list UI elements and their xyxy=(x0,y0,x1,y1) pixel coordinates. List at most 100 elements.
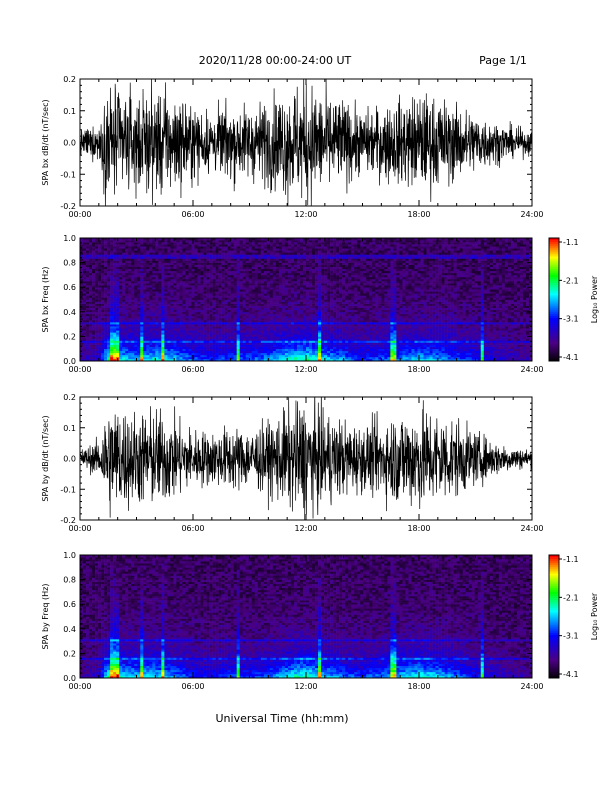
spectrogram-cell xyxy=(240,347,243,349)
spectrogram-cell xyxy=(222,308,225,310)
spectrogram-cell xyxy=(255,248,258,250)
spectrogram-cell xyxy=(255,347,258,349)
spectrogram-cell xyxy=(216,318,219,320)
spectrogram-cell xyxy=(101,283,104,285)
spectrogram-cell xyxy=(195,328,198,330)
spectrogram-cell xyxy=(315,293,318,295)
spectrogram-cell xyxy=(92,240,95,242)
spectrogram-cell xyxy=(204,267,207,269)
spectrogram-cell xyxy=(261,345,264,347)
spectrogram-cell xyxy=(152,248,155,250)
spectrogram-cell xyxy=(201,328,204,330)
spectrogram-cell xyxy=(207,283,210,285)
spectrogram-cell xyxy=(321,345,324,347)
spectrogram-cell xyxy=(176,242,179,244)
spectrogram-cell xyxy=(170,289,173,291)
spectrogram-cell xyxy=(231,314,234,316)
spectrogram-cell xyxy=(125,302,128,304)
spectrogram-cell xyxy=(309,240,312,242)
spectrogram-cell xyxy=(122,336,125,338)
spectrogram-cell xyxy=(231,254,234,256)
spectrogram-cell xyxy=(101,287,104,289)
spectrogram-cell xyxy=(207,308,210,310)
spectrogram-cell xyxy=(128,263,131,265)
spectrogram-cell xyxy=(243,261,246,263)
spectrogram-cell xyxy=(176,244,179,246)
spectrogram-cell xyxy=(228,252,231,254)
spectrogram-cell xyxy=(188,308,191,310)
spectrogram-cell xyxy=(149,273,152,275)
spectrogram-cell xyxy=(279,351,282,353)
spectrogram-cell xyxy=(255,304,258,306)
spectrogram-cell xyxy=(152,349,155,351)
spectrogram-cell xyxy=(89,285,92,287)
spectrogram-cell xyxy=(195,357,198,359)
spectrogram-cell xyxy=(288,295,291,297)
spectrogram-cell xyxy=(216,259,219,261)
spectrogram-cell xyxy=(176,269,179,271)
spectrogram-cell xyxy=(249,300,252,302)
spectrogram-cell xyxy=(261,269,264,271)
spectrogram-cell xyxy=(173,341,176,343)
spectrogram-cell xyxy=(140,334,143,336)
spectrogram-cell xyxy=(303,330,306,332)
spectrogram-cell xyxy=(152,250,155,252)
spectrogram-cell xyxy=(83,267,86,269)
spectrogram-cell xyxy=(119,343,122,345)
spectrogram-cell xyxy=(213,312,216,314)
spectrogram-cell xyxy=(288,330,291,332)
spectrogram-cell xyxy=(122,269,125,271)
spectrogram-cell xyxy=(303,312,306,314)
spectrogram-cell xyxy=(285,306,288,308)
spectrogram-cell xyxy=(258,343,261,345)
spectrogram-cell xyxy=(128,314,131,316)
spectrogram-cell xyxy=(276,248,279,250)
spectrogram-cell xyxy=(318,271,321,273)
spectrogram-cell xyxy=(207,244,210,246)
spectrogram-cell xyxy=(107,306,110,308)
spectrogram-cell xyxy=(167,293,170,295)
spectrogram-cell xyxy=(201,281,204,283)
spectrogram-cell xyxy=(222,353,225,355)
spectrogram-cell xyxy=(312,240,315,242)
spectrogram-cell xyxy=(318,289,321,291)
spectrogram-cell xyxy=(222,326,225,328)
spectrogram-cell xyxy=(228,244,231,246)
spectrogram-cell xyxy=(210,263,213,265)
spectrogram-cell xyxy=(134,324,137,326)
spectrogram-cell xyxy=(128,357,131,359)
spectrogram-cell xyxy=(137,279,140,281)
spectrogram-cell xyxy=(213,250,216,252)
spectrogram-cell xyxy=(288,246,291,248)
spectrogram-cell xyxy=(83,275,86,277)
spectrogram-cell xyxy=(216,328,219,330)
spectrogram-cell xyxy=(86,250,89,252)
spectrogram-cell xyxy=(195,250,198,252)
spectrogram-cell xyxy=(110,289,113,291)
spectrogram-cell xyxy=(228,277,231,279)
spectrogram-cell xyxy=(179,353,182,355)
spectrogram-cell xyxy=(237,341,240,343)
spectrogram-cell xyxy=(285,343,288,345)
spectrogram-cell xyxy=(300,291,303,293)
spectrogram-cell xyxy=(282,271,285,273)
spectrogram-cell xyxy=(252,355,255,357)
spectrogram-cell xyxy=(125,250,128,252)
spectrogram-cell xyxy=(179,349,182,351)
spectrogram-cell xyxy=(324,332,327,334)
spectrogram-cell xyxy=(101,267,104,269)
spectrogram-cell xyxy=(240,310,243,312)
spectrogram-cell xyxy=(309,357,312,359)
spectrogram-cell xyxy=(107,334,110,336)
spectrogram-cell xyxy=(315,248,318,250)
spectrogram-cell xyxy=(176,357,179,359)
spectrogram-cell xyxy=(303,332,306,334)
spectrogram-cell xyxy=(116,295,119,297)
spectrogram-cell xyxy=(294,242,297,244)
spectrogram-cell xyxy=(161,281,164,283)
spectrogram-cell xyxy=(101,244,104,246)
spectrogram-cell xyxy=(273,345,276,347)
spectrogram-cell xyxy=(131,287,134,289)
spectrogram-cell xyxy=(104,259,107,261)
spectrogram-cell xyxy=(131,269,134,271)
